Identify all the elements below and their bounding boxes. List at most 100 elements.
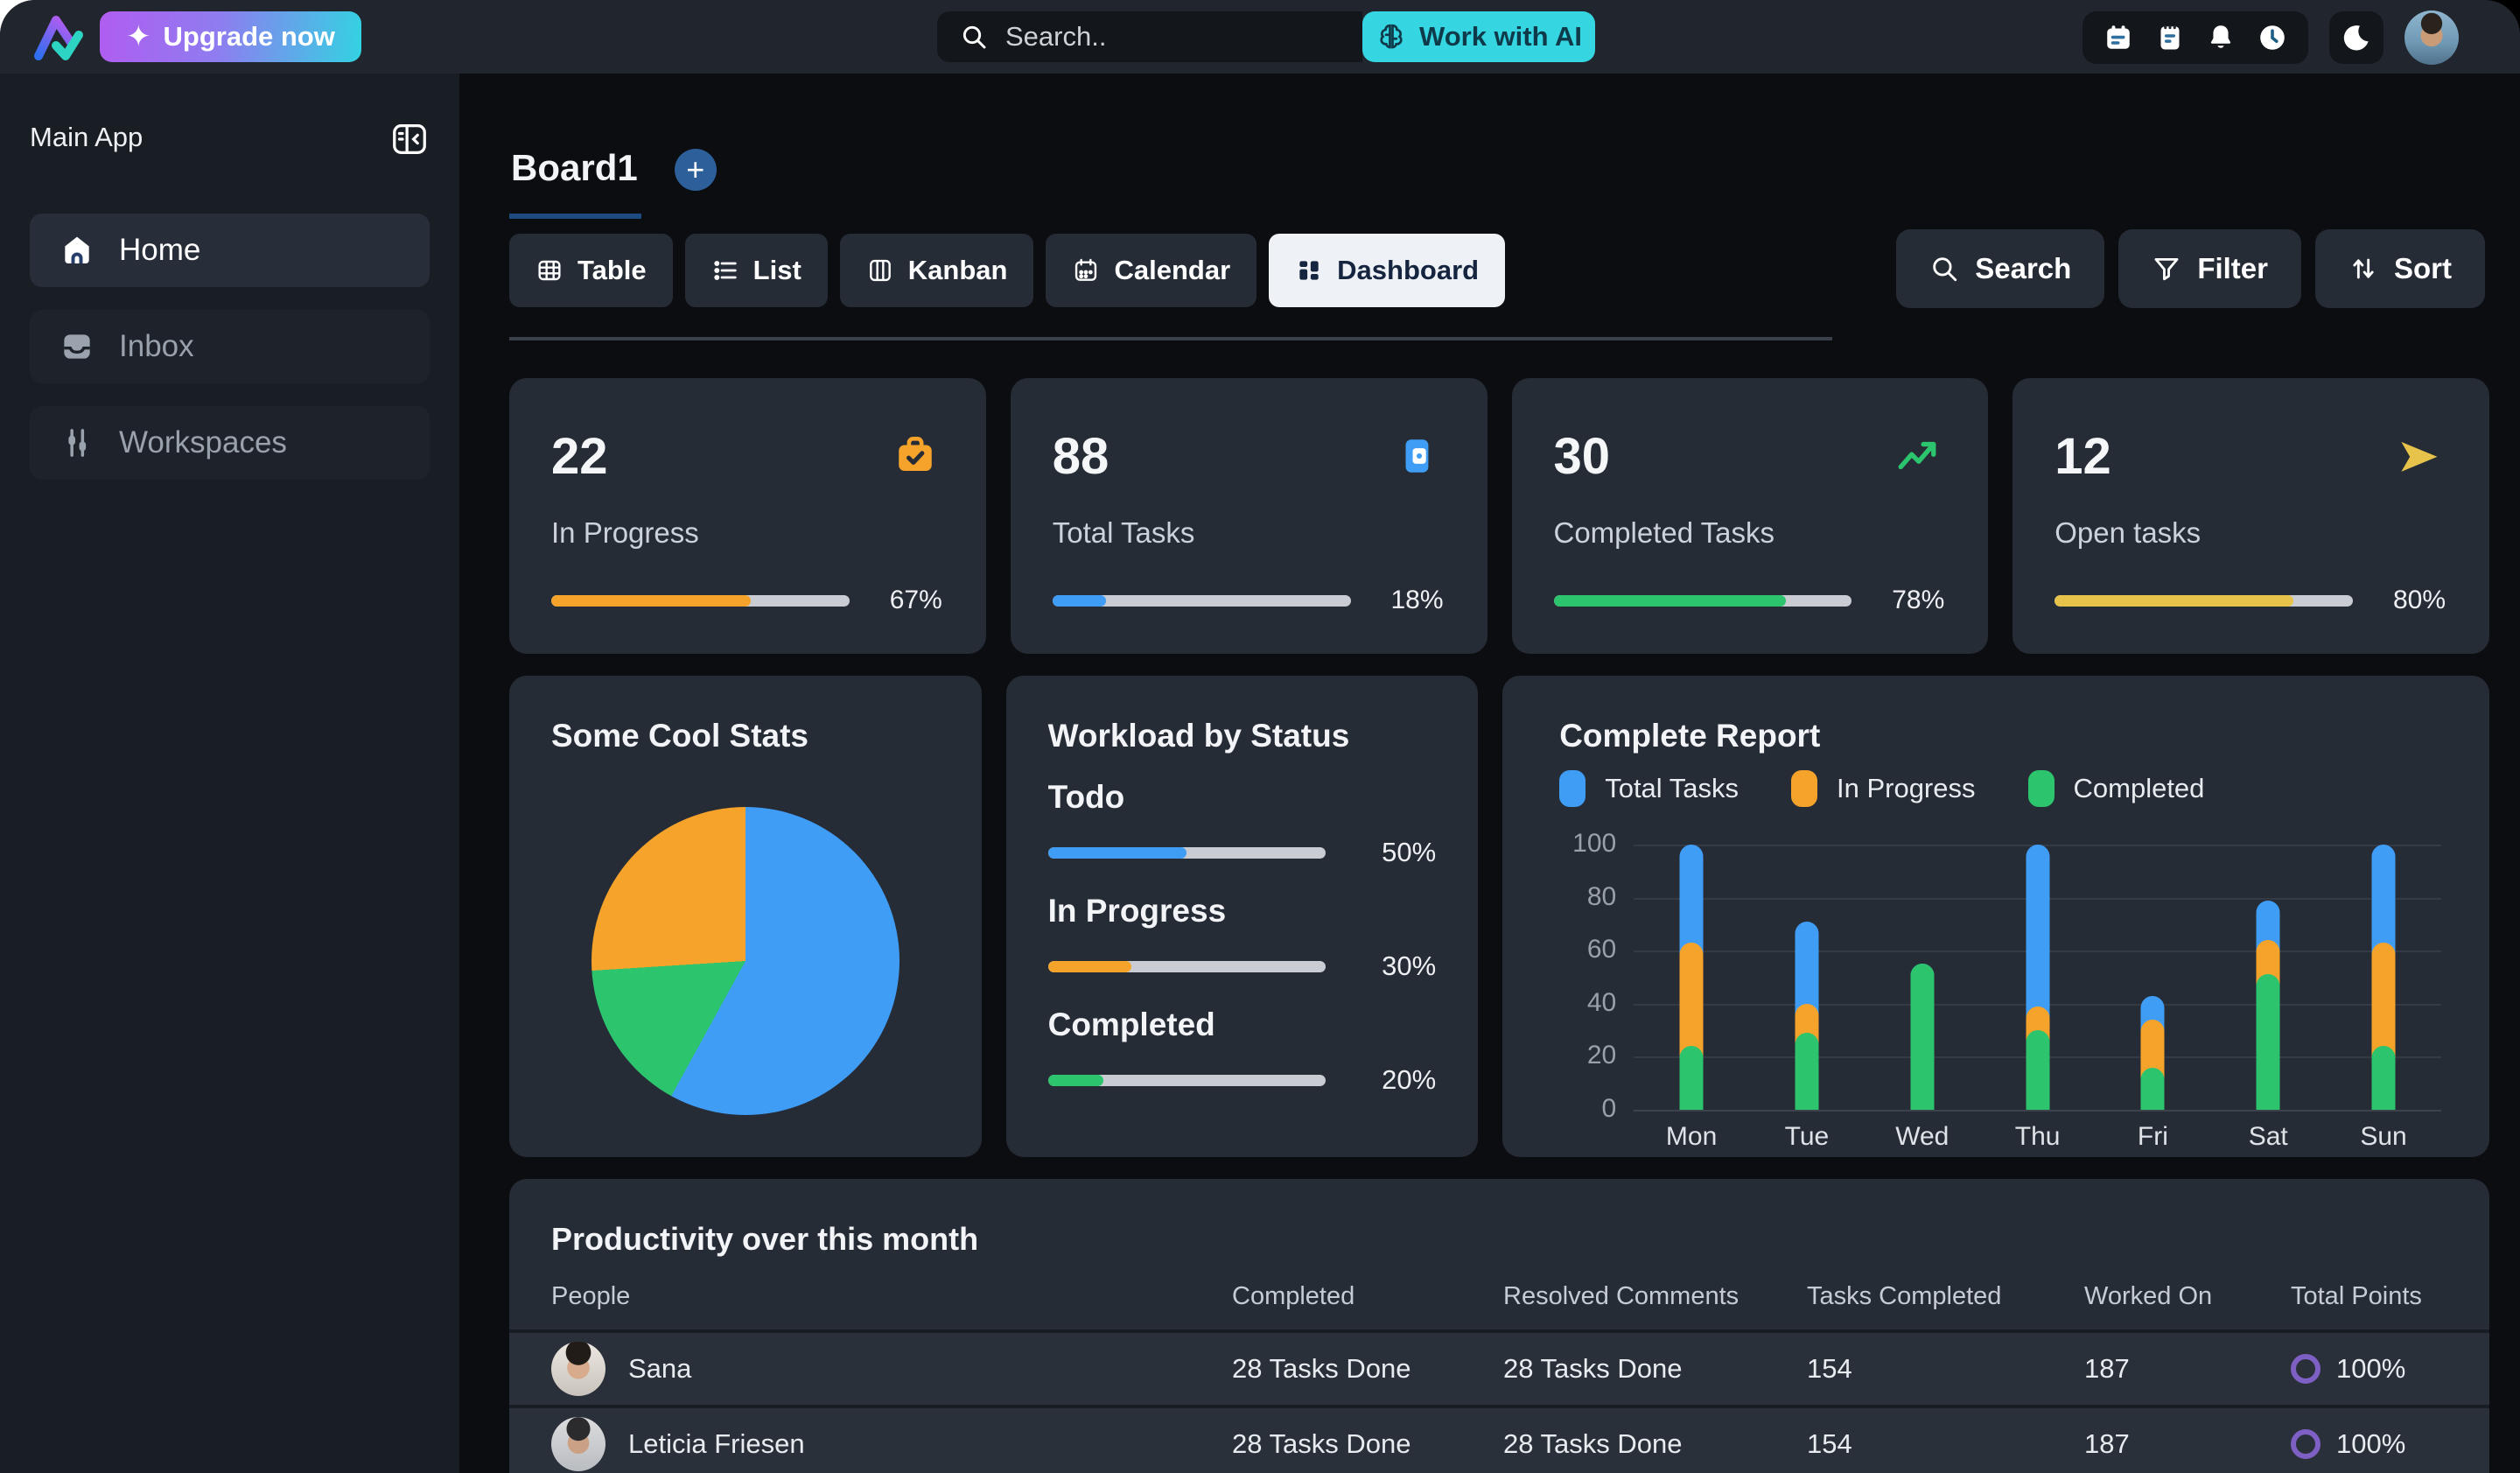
total-points-cell: 100% bbox=[2336, 1353, 2406, 1384]
user-avatar[interactable] bbox=[2404, 11, 2459, 65]
stat-label: Total Tasks bbox=[1052, 516, 1195, 549]
bar-column-wed bbox=[1910, 845, 1935, 1110]
x-axis-label: Sat bbox=[2248, 1122, 2288, 1151]
action-label: Search bbox=[1975, 252, 2072, 284]
search-input[interactable] bbox=[1005, 21, 1338, 53]
ai-brain-icon bbox=[1380, 24, 1403, 49]
bar-segment bbox=[1679, 1046, 1704, 1110]
y-axis-tick: 60 bbox=[1586, 935, 1617, 964]
tab-label: Dashboard bbox=[1337, 255, 1480, 285]
tab-calendar[interactable]: Calendar bbox=[1046, 234, 1257, 307]
card-title: Workload by Status bbox=[1047, 718, 1350, 754]
bar-column-fri bbox=[2140, 845, 2165, 1110]
table-icon bbox=[538, 260, 561, 281]
topbar-icon-group bbox=[2082, 11, 2308, 64]
sort-icon bbox=[2353, 258, 2374, 279]
tasks-completed-cell: 154 bbox=[1807, 1428, 1852, 1459]
legend-item: In Progress bbox=[1790, 770, 1976, 807]
upgrade-button[interactable]: ✦ Upgrade now bbox=[100, 11, 361, 62]
collapse-sidebar-button[interactable] bbox=[389, 119, 430, 156]
sort-button[interactable]: Sort bbox=[2315, 229, 2485, 308]
table-row[interactable]: Leticia Friesen 28 Tasks Done 28 Tasks D… bbox=[509, 1405, 2489, 1473]
bar-segment bbox=[2256, 974, 2280, 1110]
tab-kanban[interactable]: Kanban bbox=[839, 234, 1034, 307]
x-axis-label: Tue bbox=[1784, 1122, 1830, 1151]
x-axis-label: Wed bbox=[1895, 1122, 1950, 1151]
wallet-icon bbox=[1405, 439, 1428, 473]
calendar-icon[interactable] bbox=[2103, 22, 2134, 53]
sidebar-item-inbox[interactable]: Inbox bbox=[30, 310, 430, 383]
progress-bar bbox=[551, 594, 850, 607]
bar-segment bbox=[1910, 964, 1935, 1110]
avatar bbox=[551, 1342, 606, 1396]
legend-swatch bbox=[1790, 770, 1817, 807]
bar-segment bbox=[2026, 1030, 2050, 1110]
topbar: ✦ Upgrade now Work with AI bbox=[0, 0, 2520, 74]
progress-bar bbox=[1047, 960, 1326, 972]
home-icon bbox=[65, 236, 89, 263]
stat-value: 22 bbox=[551, 428, 608, 485]
progress-bar bbox=[1553, 594, 1852, 607]
tab-list[interactable]: List bbox=[684, 234, 828, 307]
progress-percent: 67% bbox=[889, 586, 942, 614]
action-label: Sort bbox=[2394, 252, 2452, 284]
main-content: Board1 + Table List bbox=[459, 74, 2520, 1473]
person-name: Leticia Friesen bbox=[628, 1428, 805, 1459]
tasks-completed-cell: 154 bbox=[1807, 1353, 1852, 1384]
worked-on-cell: 187 bbox=[2084, 1353, 2130, 1384]
dark-mode-toggle[interactable] bbox=[2329, 11, 2384, 64]
resolved-comments-cell: 28 Tasks Done bbox=[1503, 1353, 1683, 1384]
stat-label: In Progress bbox=[551, 516, 699, 549]
search-icon bbox=[1933, 257, 1957, 282]
x-axis-label: Mon bbox=[1665, 1122, 1718, 1151]
app-logo-icon bbox=[34, 16, 83, 60]
sparkles-icon: ✦ bbox=[126, 20, 151, 53]
dashboard-icon bbox=[1299, 261, 1319, 280]
bar-segment bbox=[2371, 1046, 2396, 1110]
bar-column-mon bbox=[1679, 845, 1704, 1110]
legend-swatch bbox=[2027, 770, 2054, 807]
sidebar-item-workspaces[interactable]: Workspaces bbox=[30, 406, 430, 480]
clock-icon[interactable] bbox=[2257, 22, 2288, 53]
filter-button[interactable]: Filter bbox=[2118, 229, 2301, 308]
stat-card-completed-tasks: 30 Completed Tasks 78% bbox=[1511, 378, 1989, 654]
tab-label: List bbox=[752, 255, 802, 285]
stat-value: 30 bbox=[1553, 428, 1611, 485]
legend-label: In Progress bbox=[1836, 773, 1976, 803]
x-axis-label: Thu bbox=[2014, 1122, 2061, 1151]
column-header: Tasks Completed bbox=[1807, 1282, 2002, 1310]
journal-icon[interactable] bbox=[2154, 22, 2186, 53]
view-tabs: Table List Kanban bbox=[509, 234, 1506, 307]
progress-bar bbox=[1047, 1074, 1326, 1086]
search-icon bbox=[962, 25, 986, 49]
tab-table[interactable]: Table bbox=[509, 234, 673, 307]
bar-column-tue bbox=[1795, 845, 1819, 1110]
bar-segment bbox=[2140, 1067, 2165, 1110]
chart-legend: Total Tasks In Progress Completed bbox=[1559, 770, 2204, 807]
sidebar-item-label: Workspaces bbox=[119, 425, 287, 459]
legend-item: Total Tasks bbox=[1559, 770, 1739, 807]
stat-value: 12 bbox=[2054, 428, 2111, 485]
tab-dashboard[interactable]: Dashboard bbox=[1269, 234, 1506, 307]
work-with-ai-button[interactable]: Work with AI bbox=[1362, 11, 1595, 62]
workload-percent: 50% bbox=[1382, 837, 1437, 867]
column-header: Total Points bbox=[2291, 1282, 2422, 1310]
table-row[interactable]: Sana 28 Tasks Done 28 Tasks Done 154 187… bbox=[509, 1329, 2489, 1405]
view-actions: Search Filter Sort bbox=[1896, 229, 2485, 308]
sidebar-item-home[interactable]: Home bbox=[30, 214, 430, 287]
y-axis-tick: 80 bbox=[1586, 881, 1617, 911]
table-title: Productivity over this month bbox=[551, 1221, 979, 1257]
table-body: Sana 28 Tasks Done 28 Tasks Done 154 187… bbox=[509, 1329, 2489, 1473]
notifications-bell-icon[interactable] bbox=[2205, 22, 2236, 53]
stat-label: Completed Tasks bbox=[1553, 516, 1775, 549]
pie-chart-card: Some Cool Stats bbox=[509, 676, 982, 1157]
work-with-ai-label: Work with AI bbox=[1419, 21, 1582, 52]
worked-on-cell: 187 bbox=[2084, 1428, 2130, 1459]
column-header: Resolved Comments bbox=[1503, 1282, 1740, 1310]
add-board-button[interactable]: + bbox=[674, 149, 717, 191]
workload-percent: 20% bbox=[1382, 1064, 1437, 1095]
board-search-button[interactable]: Search bbox=[1896, 229, 2105, 308]
search-box[interactable] bbox=[937, 11, 1362, 62]
y-axis-tick: 100 bbox=[1572, 829, 1617, 858]
table-header: People Completed Resolved Comments Tasks… bbox=[551, 1282, 2472, 1311]
